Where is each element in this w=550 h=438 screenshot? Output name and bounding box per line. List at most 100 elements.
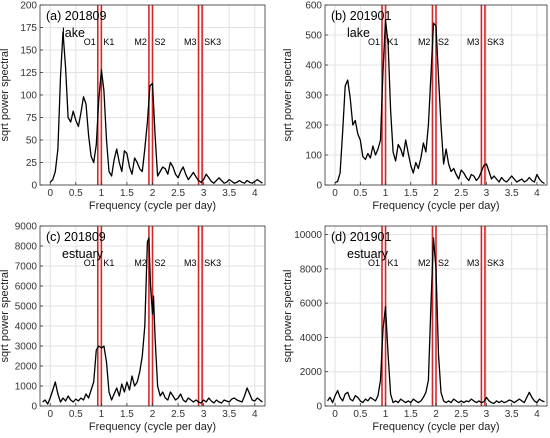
- tidal-band-label: O1: [368, 37, 380, 47]
- panel-subtitle: estuary: [62, 247, 104, 261]
- x-tick-label: 2: [150, 409, 156, 420]
- y-tick-label: 6000: [15, 282, 38, 293]
- tidal-band-label: M2: [134, 37, 147, 47]
- y-tick-label: 8000: [15, 242, 38, 253]
- series-line: [42, 237, 263, 405]
- x-tick-label: 2.5: [454, 409, 468, 420]
- x-tick-label: 1: [383, 188, 389, 199]
- y-tick-label: 2000: [300, 367, 323, 378]
- x-axis-label: Frequency (cycle per day): [372, 421, 499, 433]
- y-tick-label: 150: [20, 46, 37, 57]
- tidal-band-label: SK3: [487, 258, 504, 268]
- tidal-band-label: M2: [134, 258, 147, 268]
- y-tick-label: 8000: [300, 264, 323, 275]
- y-tick-label: 10000: [294, 230, 322, 241]
- y-tick-label: 50: [26, 136, 38, 147]
- x-tick-label: 3.5: [505, 188, 519, 199]
- tidal-band-label: M3: [184, 37, 197, 47]
- panel-subtitle: lake: [62, 26, 85, 40]
- series-line: [326, 237, 545, 405]
- x-tick-label: 1.5: [120, 409, 134, 420]
- y-tick-label: 0: [31, 181, 37, 192]
- tidal-band-label: S2: [438, 258, 449, 268]
- y-tick-label: 100: [305, 151, 322, 162]
- tidal-band-label: K1: [103, 37, 114, 47]
- y-axis-label: sqrt power spectral: [0, 49, 11, 142]
- tidal-band-label: M2: [418, 37, 431, 47]
- x-tick-label: 1: [383, 409, 389, 420]
- x-tick-label: 3: [201, 409, 207, 420]
- y-tick-label: 5000: [15, 302, 38, 313]
- y-tick-label: 2000: [15, 362, 38, 373]
- y-tick-label: 75: [26, 113, 38, 124]
- panel-title: (a) 201809: [46, 9, 107, 23]
- x-tick-label: 3.5: [505, 409, 519, 420]
- x-tick-label: 1.5: [120, 188, 134, 199]
- x-tick-label: 4: [534, 188, 540, 199]
- x-tick-label: 2.5: [171, 188, 185, 199]
- tidal-band-label: SK3: [204, 258, 221, 268]
- y-tick-label: 200: [305, 121, 322, 132]
- y-tick-label: 300: [305, 91, 322, 102]
- tidal-band-label: SK3: [204, 37, 221, 47]
- x-axis-label: Frequency (cycle per day): [89, 421, 216, 433]
- y-tick-label: 125: [20, 68, 37, 79]
- y-tick-label: 0: [316, 402, 322, 413]
- y-tick-label: 6000: [300, 299, 323, 310]
- tidal-band-label: O1: [84, 258, 96, 268]
- tidal-band-label: M3: [467, 37, 480, 47]
- y-tick-label: 600: [305, 1, 322, 12]
- panel-title: (b) 201901: [331, 9, 392, 23]
- panel-title: (c) 201809: [46, 230, 106, 244]
- panel-title: (d) 201901: [331, 230, 392, 244]
- x-tick-label: 1.5: [404, 409, 418, 420]
- y-tick-label: 175: [20, 23, 37, 34]
- x-tick-label: 0.5: [353, 188, 367, 199]
- y-tick-label: 400: [305, 61, 322, 72]
- y-tick-label: 3000: [15, 342, 38, 353]
- chart-panel-2: O1 K1 M2 S2 M3 SK3 0 0.5 1 1.5 2 2.5 3 3.5 4 0 1000 2000 3…: [0, 222, 266, 433]
- panel-subtitle: estuary: [347, 247, 389, 261]
- panel-subtitle: lake: [347, 26, 370, 40]
- chart-panel-0: O1 K1 M2 S2 M3 SK3 0 0.5 1 1.5 2 2.5 3 3.5 4 0 25 50 75 100…: [0, 1, 266, 212]
- x-tick-label: 4: [252, 188, 258, 199]
- x-tick-label: 0.5: [69, 188, 83, 199]
- x-tick-label: 3.5: [222, 409, 236, 420]
- tidal-band-label: M3: [184, 258, 197, 268]
- x-tick-label: 0: [47, 188, 53, 199]
- tidal-band-label: SK3: [487, 37, 504, 47]
- y-tick-label: 0: [316, 181, 322, 192]
- y-tick-label: 200: [20, 1, 37, 12]
- x-tick-label: 1.5: [404, 188, 418, 199]
- y-axis-label: sqrt power spectral: [282, 49, 294, 142]
- x-tick-label: 0.5: [69, 409, 83, 420]
- tidal-band-label: S2: [155, 37, 166, 47]
- tidal-band-label: S2: [438, 37, 449, 47]
- tidal-band-label: M3: [467, 258, 480, 268]
- y-axis-label: sqrt power spectral: [0, 270, 11, 363]
- y-tick-label: 7000: [15, 262, 38, 273]
- x-tick-label: 1: [99, 188, 105, 199]
- y-tick-label: 4000: [15, 322, 38, 333]
- x-tick-label: 4: [534, 409, 540, 420]
- x-tick-label: 0: [47, 409, 53, 420]
- tidal-band-label: S2: [155, 258, 166, 268]
- x-tick-label: 2: [433, 409, 439, 420]
- x-tick-label: 1: [99, 409, 105, 420]
- y-axis-label: sqrt power spectral: [282, 270, 294, 363]
- x-tick-label: 2.5: [454, 188, 468, 199]
- tidal-band-label: K1: [388, 37, 399, 47]
- y-tick-label: 25: [26, 158, 38, 169]
- series-line: [49, 31, 263, 184]
- y-tick-label: 100: [20, 91, 37, 102]
- x-tick-label: 0: [332, 409, 338, 420]
- chart-panel-1: O1 K1 M2 S2 M3 SK3 0 0.5 1 1.5 2 2.5 3 3.5 4 0 100 200 300…: [282, 1, 548, 212]
- tidal-band-label: K1: [103, 258, 114, 268]
- x-axis-label: Frequency (cycle per day): [372, 200, 499, 212]
- y-tick-label: 500: [305, 31, 322, 42]
- y-tick-label: 0: [31, 402, 37, 413]
- x-tick-label: 2: [150, 188, 156, 199]
- x-tick-label: 4: [252, 409, 258, 420]
- x-tick-label: 2: [433, 188, 439, 199]
